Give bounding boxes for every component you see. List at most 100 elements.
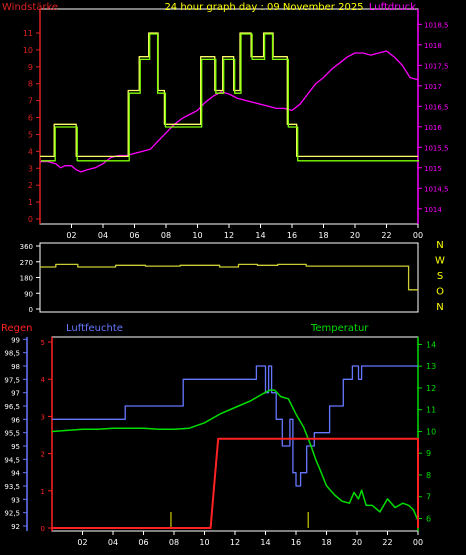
panel3-xtick-label: 12 — [230, 538, 240, 547]
panel1-xtick-label: 20 — [350, 231, 360, 240]
direction-ytick-label: 0 — [29, 306, 33, 314]
humidity-line — [52, 365, 418, 487]
pressure-title: Luftdruck — [369, 2, 416, 13]
humidity-ytick-label: 92 — [11, 523, 20, 531]
pressure-ytick-label: 1017 — [424, 83, 442, 91]
wind-ytick-label: 6 — [28, 114, 33, 123]
temperature-ytick-label: 11 — [426, 406, 436, 415]
wind-ytick-label: 8 — [28, 80, 33, 89]
temperature-ytick-label: 9 — [426, 449, 431, 458]
panel3-xtick-label: 18 — [321, 538, 331, 547]
pressure-ytick-label: 1015 — [424, 165, 442, 173]
wind-ytick-label: 2 — [28, 181, 33, 190]
temperature-title: Temperatur — [310, 323, 369, 334]
temperature-ytick-label: 7 — [426, 493, 431, 502]
panel3-xtick-label: 02 — [77, 538, 87, 547]
panel3-xtick-label: 14 — [260, 538, 270, 547]
pressure-ytick-label: 1015,5 — [424, 144, 449, 152]
panel1-frame — [39, 8, 419, 225]
panel1-xtick-label: 02 — [66, 231, 76, 240]
panel3-xtick-label: 00 — [413, 538, 423, 547]
humidity-ytick-label: 96,5 — [4, 403, 20, 411]
wind-ytick-label: 4 — [28, 147, 33, 156]
compass-label: N — [436, 240, 443, 251]
humidity-ytick-label: 95 — [11, 443, 20, 451]
temperature-line — [51, 389, 419, 521]
panel1-xtick-label: 04 — [98, 231, 108, 240]
temperature-ytick-label: 10 — [426, 427, 436, 436]
rain-ytick-label: 2 — [41, 451, 45, 459]
direction-ytick-label: 90 — [24, 290, 33, 298]
pressure-ytick-label: 1018 — [424, 42, 442, 50]
temperature-ytick-label: 13 — [426, 362, 436, 371]
pressure-ytick-label: 1017,5 — [424, 62, 449, 70]
humidity-ytick-label: 97,5 — [4, 376, 20, 384]
wind-ytick-label: 9 — [28, 63, 33, 72]
pressure-ytick-label: 1014 — [424, 206, 442, 214]
panel3-frame — [51, 336, 419, 532]
temperature-ytick-label: 14 — [426, 340, 436, 349]
panel3-xtick-label: 04 — [108, 538, 118, 547]
rain-line — [52, 437, 419, 529]
panel1-xtick-label: 06 — [129, 231, 139, 240]
humidity-ytick-label: 96 — [11, 416, 20, 424]
humidity-ytick-label: 99 — [11, 336, 20, 344]
direction-ytick-label: 180 — [20, 275, 33, 283]
panel1-xtick-label: 18 — [318, 231, 328, 240]
humidity-ytick-label: 93 — [11, 496, 20, 504]
direction-line — [40, 263, 418, 291]
panel1-xtick-label: 22 — [381, 231, 391, 240]
wind-line — [41, 33, 419, 162]
humidity-title: Luftfeuchte — [66, 323, 123, 334]
temperature-ytick-label: 6 — [426, 514, 431, 523]
humidity-ytick-label: 93,5 — [4, 483, 20, 491]
panel1-xtick-label: 00 — [413, 231, 423, 240]
wind-pressure-panel: 0123456789101110141014,510151015,5101610… — [23, 8, 449, 240]
panel2-frame — [39, 242, 419, 313]
wind-ytick-label: 0 — [28, 215, 33, 224]
rain-ytick-label: 1 — [41, 488, 45, 496]
humidity-ytick-label: 94,5 — [4, 456, 20, 464]
compass-label: N — [436, 302, 443, 313]
panel3-xtick-label: 22 — [382, 538, 392, 547]
pressure-ytick-label: 1016,5 — [424, 103, 449, 111]
pressure-ytick-label: 1018,5 — [424, 21, 449, 29]
panel3-xtick-label: 10 — [199, 538, 209, 547]
humidity-ytick-label: 97 — [11, 390, 20, 398]
humidity-ytick-label: 98 — [11, 363, 20, 371]
compass-label: W — [435, 256, 445, 267]
panel1-xtick-label: 10 — [192, 231, 202, 240]
panel3-xtick-label: 06 — [138, 538, 148, 547]
wind-ytick-label: 7 — [28, 97, 33, 106]
panel1-xtick-label: 16 — [287, 231, 297, 240]
humidity-ytick-label: 94 — [11, 470, 20, 478]
panel3-xtick-label: 20 — [352, 538, 362, 547]
pressure-line — [40, 50, 419, 173]
panel3-xtick-label: 08 — [169, 538, 179, 547]
humidity-ytick-label: 92,5 — [4, 510, 20, 518]
rain-ytick-label: 0 — [41, 525, 45, 533]
wind-title: Windstärke — [2, 2, 58, 13]
panel3-xtick-label: 16 — [291, 538, 301, 547]
pressure-ytick-label: 1014,5 — [424, 185, 449, 193]
pressure-ytick-label: 1016 — [424, 124, 442, 132]
direction-ytick-label: 270 — [20, 259, 33, 267]
temperature-ytick-label: 8 — [426, 471, 431, 480]
temperature-ytick-label: 12 — [426, 384, 436, 393]
compass-label: O — [436, 287, 444, 298]
wind-ytick-label: 1 — [28, 198, 33, 207]
rain-ytick-label: 3 — [41, 413, 45, 421]
panel1-xtick-label: 12 — [224, 231, 234, 240]
direction-ytick-label: 360 — [20, 243, 33, 251]
wind-ytick-label: 11 — [23, 29, 33, 38]
rain-humidity-temp-panel: 9292,59393,59494,59595,59696,59797,59898… — [4, 336, 436, 547]
humidity-ytick-label: 98,5 — [4, 350, 20, 358]
compass-label: S — [437, 271, 443, 282]
graph-title: 24 hour graph day : 09 November 2025 — [164, 2, 363, 13]
humidity-ytick-label: 95,5 — [4, 430, 20, 438]
wind-ytick-label: 10 — [23, 46, 33, 55]
wind-ytick-label: 3 — [28, 164, 33, 173]
panel1-xtick-label: 08 — [161, 231, 171, 240]
